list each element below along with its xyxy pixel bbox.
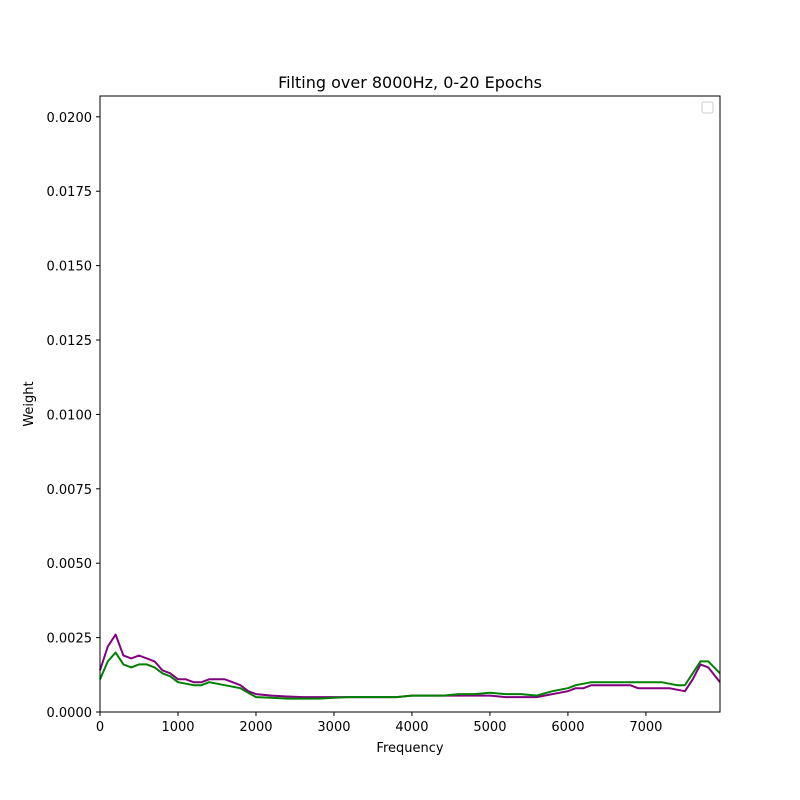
legend-box xyxy=(701,101,714,114)
y-tick-label: 0.0150 xyxy=(47,260,93,275)
x-tick-label: 6000 xyxy=(551,720,584,735)
x-tick-label: 0 xyxy=(96,720,104,735)
x-tick-label: 2000 xyxy=(239,720,272,735)
y-tick-label: 0.0075 xyxy=(47,483,93,498)
series-layer xyxy=(99,633,721,700)
y-axis-title: Weight xyxy=(22,381,37,426)
series-line-2 xyxy=(99,651,721,700)
y-tick-label: 0.0200 xyxy=(47,111,93,126)
x-axis-title: Frequency xyxy=(376,741,443,756)
chart-title: Filting over 8000Hz, 0-20 Epochs xyxy=(278,73,542,92)
y-tick-label: 0.0000 xyxy=(47,706,93,721)
x-tick-label: 1000 xyxy=(161,720,194,735)
y-tick-label: 0.0100 xyxy=(47,408,93,423)
x-axis: 0 1000 2000 3000 4000 5000 6000 7000 xyxy=(96,712,662,735)
y-tick-label: 0.0025 xyxy=(47,632,93,647)
plot-area-frame xyxy=(99,95,721,713)
x-tick-label: 7000 xyxy=(629,720,662,735)
x-tick-label: 5000 xyxy=(473,720,506,735)
y-tick-label: 0.0125 xyxy=(47,334,93,349)
y-axis: 0.0000 0.0025 0.0050 0.0075 0.0100 0.0125 0.01… xyxy=(47,111,100,721)
x-tick-label: 4000 xyxy=(395,720,428,735)
y-tick-label: 0.0175 xyxy=(47,185,93,200)
x-tick-label: 3000 xyxy=(317,720,350,735)
y-tick-label: 0.0050 xyxy=(47,557,93,572)
